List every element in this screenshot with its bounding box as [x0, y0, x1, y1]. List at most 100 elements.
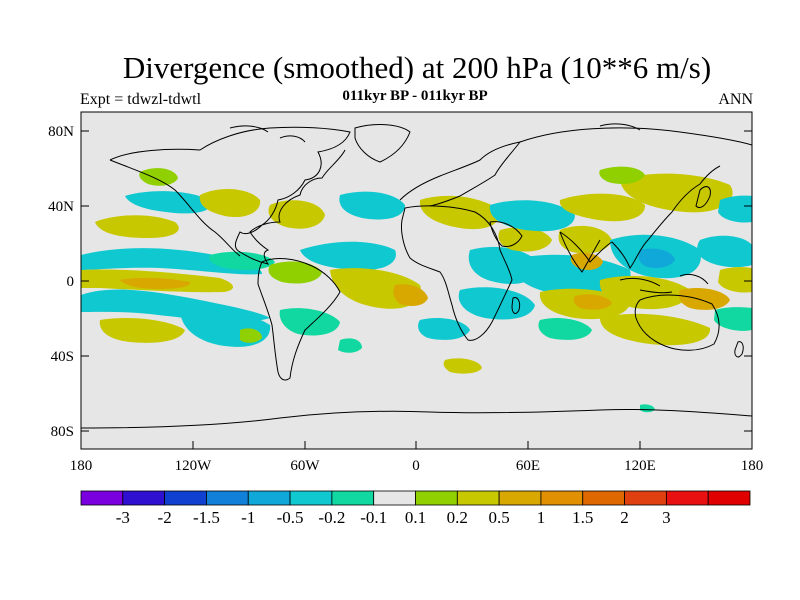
y-tick-label: 40S [51, 349, 74, 365]
colorbar-box [582, 490, 625, 506]
positive-region [678, 288, 730, 310]
positive-region [120, 277, 191, 289]
colorbar-label: 0.1 [405, 508, 426, 527]
positive-region [199, 188, 261, 218]
indonesia-coast [619, 273, 709, 294]
australia-coast [634, 294, 720, 351]
negative-region [209, 251, 275, 270]
colorbar-label: 1.5 [572, 508, 593, 527]
colorbar-label: 0.5 [489, 508, 510, 527]
divergence-contours [81, 166, 752, 413]
positive-region [599, 166, 645, 184]
colorbar-label: 2 [620, 508, 629, 527]
positive-region [443, 358, 482, 374]
colorbar-box [540, 490, 584, 506]
colorbar-box [289, 490, 333, 506]
colorbar-box [498, 490, 542, 506]
negative-region [538, 318, 592, 340]
y-tick-label: 80S [51, 424, 74, 440]
north-america-coast [109, 126, 351, 265]
colorbar-label: 0.2 [447, 508, 468, 527]
japan-coast [695, 186, 711, 209]
map-panel [81, 112, 752, 449]
colorbar-box [415, 490, 458, 506]
new-zealand-coast [734, 341, 744, 358]
positive-region [620, 173, 733, 213]
south-america-coast [257, 258, 341, 381]
colorbar-box [665, 490, 709, 506]
y-axis [81, 130, 752, 432]
negative-region [697, 235, 752, 268]
negative-region [125, 191, 211, 214]
colorbar-label: -1 [241, 508, 255, 527]
colorbar-box [331, 490, 375, 506]
x-axis-labels: 180 120W 60W 0 60E 120E 180 [70, 458, 764, 474]
greenland-coast [354, 124, 411, 163]
asia-coast [519, 127, 752, 270]
x-tick-label: 180 [741, 458, 764, 474]
period-label: 011kyr BP - 011kyr BP [342, 88, 488, 104]
colorbar-labels: -3 -2 -1.5 -1 -0.5 -0.2 -0.1 0.1 0.2 0.5 1 1.5 2 3 [116, 508, 671, 527]
colorbar-label: 1 [537, 508, 546, 527]
experiment-label: Expt = tdwzl-tdwtl [80, 91, 202, 108]
y-tick-label: 80N [48, 124, 74, 140]
positive-region [268, 261, 322, 284]
india-coast [559, 231, 601, 273]
colorbar-box [164, 490, 207, 506]
positive-region [573, 294, 612, 310]
north-america-west-coast [109, 159, 241, 257]
colorbar-label: -0.1 [360, 508, 387, 527]
colorbar-box [80, 490, 124, 506]
plot-title: Divergence (smoothed) at 200 hPa (10**6 … [122, 50, 712, 85]
madagascar-coast [511, 297, 521, 314]
negative-region [489, 200, 575, 232]
y-axis-labels: 80N 40N 0 40S 80S [48, 124, 74, 440]
colorbar-label: -0.5 [277, 508, 304, 527]
colorbar-box [456, 490, 500, 506]
positive-region [99, 318, 185, 343]
colorbar-label: -1.5 [193, 508, 220, 527]
positive-region [558, 225, 612, 254]
negative-region [300, 241, 396, 271]
x-tick-label: 60W [290, 458, 320, 474]
negative-region [458, 287, 535, 320]
x-tick-label: 0 [412, 458, 420, 474]
africa-coast [401, 205, 513, 341]
negative-region [279, 308, 340, 336]
negative-region [638, 248, 675, 268]
colorbar-box [624, 490, 667, 506]
positive-region [240, 328, 262, 343]
arabia-coast [489, 221, 523, 247]
negative-region [714, 307, 752, 331]
colorbar-label: -2 [158, 508, 172, 527]
arctic-islands [229, 123, 641, 143]
positive-region [718, 267, 752, 293]
negative-region [338, 338, 362, 353]
colorbar [80, 490, 751, 506]
colorbar-label: 3 [662, 508, 671, 527]
negative-region [81, 248, 262, 275]
colorbar-box [373, 490, 416, 506]
colorbar-box [122, 490, 166, 506]
positive-region [559, 193, 646, 222]
y-tick-label: 40N [48, 199, 74, 215]
x-tick-label: 120W [175, 458, 213, 474]
x-tick-label: 180 [70, 458, 93, 474]
positive-region [419, 195, 501, 230]
positive-region [95, 215, 179, 238]
positive-region [600, 313, 711, 346]
negative-region [339, 191, 405, 220]
x-tick-label: 120E [624, 458, 656, 474]
colorbar-label: -3 [116, 508, 130, 527]
positive-region [393, 284, 428, 306]
antarctica-coast [81, 408, 752, 429]
negative-region [418, 318, 470, 340]
colorbar-label: -0.2 [318, 508, 345, 527]
x-axis [80, 441, 753, 449]
colorbar-box [206, 490, 249, 506]
colorbar-box [247, 490, 291, 506]
y-tick-label: 0 [67, 274, 75, 290]
colorbar-box [707, 490, 751, 506]
coastlines [81, 123, 752, 429]
